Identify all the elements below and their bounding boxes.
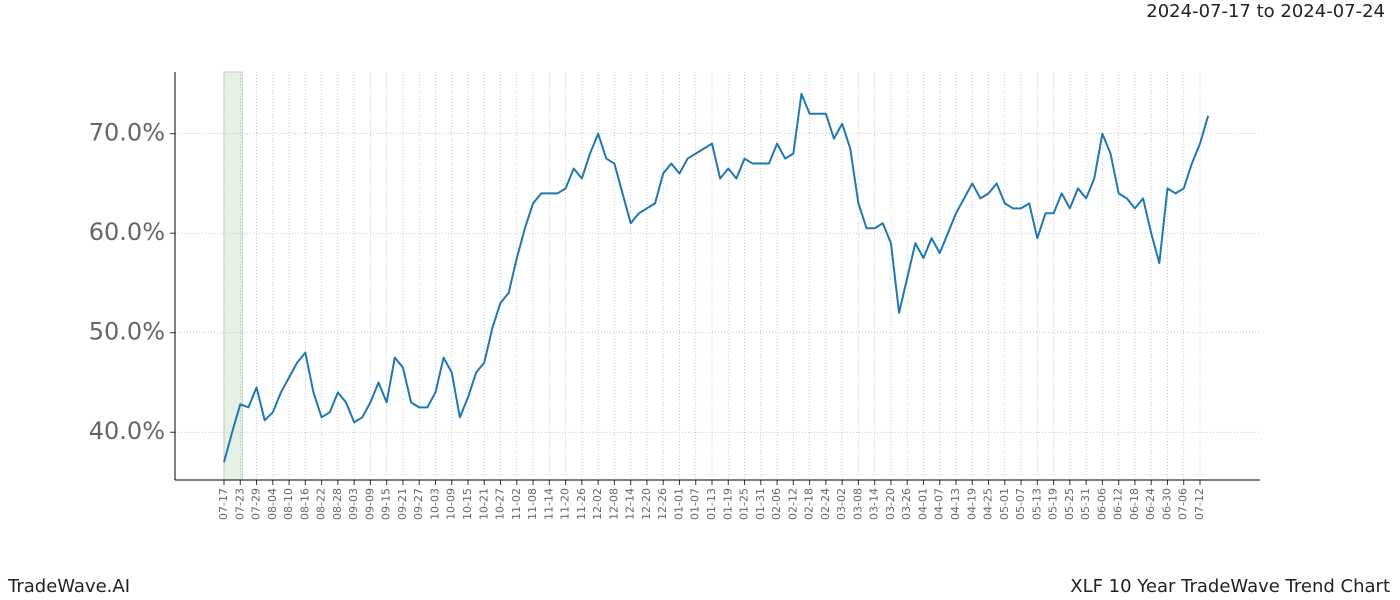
x-tick-label: 12-26 xyxy=(656,488,669,520)
x-tick-label: 02-12 xyxy=(786,488,799,520)
x-tick-label: 06-12 xyxy=(1112,488,1125,520)
x-tick-label: 09-03 xyxy=(347,488,360,520)
chart-title: 2024-07-17 to 2024-07-24 xyxy=(1146,1,1385,22)
x-tick-label: 09-21 xyxy=(396,488,409,520)
x-tick-label: 11-14 xyxy=(542,488,555,520)
y-tick-label: 60.0% xyxy=(89,218,165,246)
x-tick-label: 02-18 xyxy=(803,488,816,520)
x-tick-label: 08-28 xyxy=(331,488,344,520)
x-tick-label: 05-31 xyxy=(1079,488,1092,520)
x-tick-label: 11-26 xyxy=(575,488,588,520)
x-tick-label: 03-20 xyxy=(884,488,897,520)
x-tick-label: 01-31 xyxy=(754,488,767,520)
x-tick-label: 07-12 xyxy=(1193,488,1206,520)
x-tick-label: 09-15 xyxy=(380,488,393,520)
x-tick-label: 04-25 xyxy=(982,488,995,520)
x-tick-label: 08-16 xyxy=(298,488,311,520)
x-tick-label: 07-06 xyxy=(1177,488,1190,520)
x-tick-label: 02-06 xyxy=(770,488,783,520)
x-tick-label: 12-14 xyxy=(624,488,637,520)
x-tick-label: 10-15 xyxy=(461,488,474,520)
x-tick-label: 04-19 xyxy=(965,488,978,520)
x-tick-label: 01-19 xyxy=(721,488,734,520)
x-tick-label: 10-03 xyxy=(428,488,441,520)
x-tick-label: 01-01 xyxy=(672,488,685,520)
x-tick-label: 01-07 xyxy=(689,488,702,520)
x-tick-label: 06-24 xyxy=(1144,488,1157,520)
y-tick-label: 40.0% xyxy=(89,417,165,445)
x-tick-label: 06-18 xyxy=(1128,488,1141,520)
x-tick-label: 04-13 xyxy=(949,488,962,520)
footer-right: XLF 10 Year TradeWave Trend Chart xyxy=(1070,576,1390,597)
x-tick-label: 09-27 xyxy=(412,488,425,520)
x-tick-label: 12-08 xyxy=(607,488,620,520)
x-tick-label: 05-07 xyxy=(1014,488,1027,520)
footer-left: TradeWave.AI xyxy=(7,576,130,597)
x-tick-label: 06-06 xyxy=(1095,488,1108,520)
x-tick-label: 03-02 xyxy=(835,488,848,520)
x-tick-label: 07-17 xyxy=(217,488,230,520)
x-tick-label: 08-04 xyxy=(266,488,279,520)
x-tick-label: 04-07 xyxy=(933,488,946,520)
x-tick-label: 05-19 xyxy=(1047,488,1060,520)
x-tick-label: 06-30 xyxy=(1160,488,1173,520)
x-tick-label: 01-13 xyxy=(705,488,718,520)
x-tick-label: 10-09 xyxy=(445,488,458,520)
x-tick-label: 04-01 xyxy=(916,488,929,520)
x-tick-label: 11-20 xyxy=(559,488,572,520)
y-tick-label: 50.0% xyxy=(89,318,165,346)
trend-line xyxy=(223,92,1210,463)
x-tick-label: 09-09 xyxy=(363,488,376,520)
x-tick-label: 01-25 xyxy=(738,488,751,520)
x-tick-label: 08-10 xyxy=(282,488,295,520)
x-tick-label: 10-21 xyxy=(477,488,490,520)
highlight-band xyxy=(223,71,243,481)
x-tick-label: 05-25 xyxy=(1063,488,1076,520)
x-tick-label: 10-27 xyxy=(494,488,507,520)
x-tick-label: 03-26 xyxy=(900,488,913,520)
y-tick-label: 70.0% xyxy=(89,119,165,147)
x-tick-label: 08-22 xyxy=(315,488,328,520)
x-tick-label: 12-02 xyxy=(591,488,604,520)
x-tick-label: 02-24 xyxy=(819,488,832,520)
x-tick-label: 07-29 xyxy=(250,488,263,520)
x-tick-label: 12-20 xyxy=(640,488,653,520)
x-tick-label: 11-02 xyxy=(510,488,523,520)
x-tick-label: 03-14 xyxy=(868,488,881,520)
x-tick-label: 03-08 xyxy=(851,488,864,520)
x-tick-label: 07-23 xyxy=(233,488,246,520)
x-tick-label: 05-01 xyxy=(998,488,1011,520)
x-tick-label: 05-13 xyxy=(1030,488,1043,520)
x-tick-label: 11-08 xyxy=(526,488,539,520)
